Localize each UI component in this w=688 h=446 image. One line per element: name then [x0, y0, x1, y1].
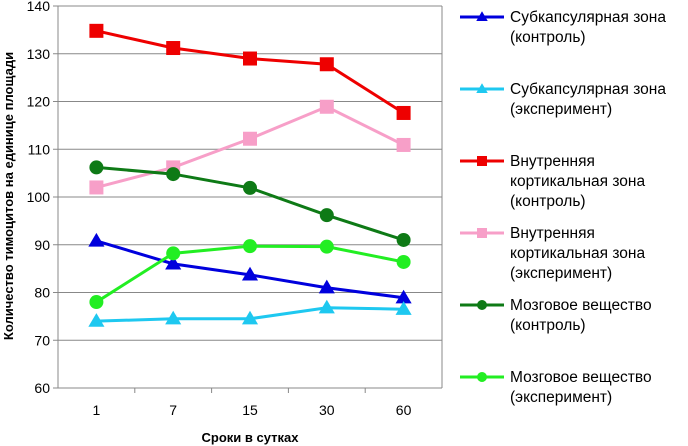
legend-swatch — [460, 11, 504, 22]
data-point-circle — [319, 239, 334, 254]
y-tick-label: 80 — [34, 285, 50, 301]
x-tick-label: 60 — [396, 402, 412, 418]
legend-swatch — [460, 156, 504, 166]
data-point-triangle — [318, 299, 335, 314]
x-tick-label: 1 — [93, 402, 101, 418]
x-tick-label: 7 — [169, 402, 177, 418]
data-point-triangle — [165, 310, 182, 325]
series-3 — [89, 23, 411, 120]
series-1 — [88, 232, 412, 304]
data-point-triangle — [165, 255, 182, 270]
series-line — [96, 165, 405, 242]
data-point-triangle — [88, 232, 105, 247]
legend-item: Субкапсулярная зона (эксперимент) — [458, 80, 666, 120]
series-6 — [89, 239, 411, 310]
data-point-circle — [319, 208, 334, 223]
data-point-triangle — [476, 83, 488, 94]
data-point-circle — [89, 160, 104, 175]
data-point-square — [319, 57, 334, 72]
data-point-circle — [396, 232, 411, 247]
series-2 — [88, 299, 412, 327]
legend-label: Мозговое вещество (эксперимент) — [510, 369, 652, 406]
data-point-circle — [396, 254, 411, 269]
data-point-circle — [243, 180, 257, 195]
axes — [53, 5, 443, 393]
series-line — [96, 29, 405, 115]
data-point-square — [477, 228, 487, 238]
data-point-circle — [243, 239, 257, 254]
data-point-square — [166, 41, 181, 56]
series-group — [88, 23, 412, 327]
data-point-circle — [166, 167, 181, 182]
data-point-triangle — [395, 301, 412, 315]
data-point-square — [319, 99, 334, 114]
series-5 — [89, 160, 411, 247]
y-tick-label: 140 — [27, 0, 51, 14]
data-point-triangle — [241, 266, 259, 281]
data-point-triangle — [318, 279, 335, 294]
data-point-circle — [166, 246, 181, 261]
legend-item: Мозговое вещество (контроль) — [458, 296, 652, 336]
legend-label: Субкапсулярная зона (контроль) — [510, 9, 666, 46]
legend-swatch — [460, 83, 504, 94]
legend-item: Внутренняя кортикальная зона (контроль) — [458, 152, 645, 212]
data-point-square — [89, 23, 104, 38]
y-tick-label: 60 — [34, 380, 50, 396]
y-tick-label: 100 — [27, 189, 51, 205]
y-tick-label: 90 — [34, 237, 50, 253]
legend-item: Внутренняя кортикальная зона (эксперимен… — [458, 224, 645, 284]
data-point-square — [477, 156, 487, 166]
legend-item: Субкапсулярная зона (контроль) — [458, 8, 666, 48]
y-tick-label: 120 — [27, 94, 51, 110]
data-point-circle — [477, 300, 487, 310]
y-axis-title: Количество тимоцитов на единице площади — [1, 52, 16, 340]
data-point-triangle — [395, 289, 412, 304]
x-tick-label: 30 — [319, 402, 335, 418]
data-point-square — [396, 137, 411, 152]
legend-label: Субкапсулярная зона (эксперимент) — [510, 81, 666, 118]
y-tick-label: 130 — [27, 46, 51, 62]
legend-label: Внутренняя кортикальная зона (контроль) — [510, 153, 646, 210]
legend-swatch — [460, 372, 504, 382]
data-point-triangle — [88, 313, 105, 327]
data-point-circle — [477, 372, 487, 382]
data-point-square — [243, 51, 257, 66]
data-point-triangle — [241, 310, 259, 325]
data-point-square — [243, 131, 257, 146]
x-axis-title: Сроки в сутках — [202, 430, 300, 445]
legend-swatch — [460, 228, 504, 238]
data-point-square — [396, 105, 411, 120]
y-tick-label: 70 — [34, 332, 50, 348]
data-point-circle — [89, 295, 104, 310]
legend-swatch — [460, 300, 504, 310]
legend-item: Мозговое вещество (эксперимент) — [458, 368, 652, 408]
data-point-triangle — [476, 11, 488, 22]
series-4 — [89, 99, 411, 195]
y-tick-label: 110 — [28, 141, 51, 157]
x-tick-labels: 1 7 15 30 60 — [93, 402, 412, 418]
data-point-square — [89, 180, 104, 195]
legend-label: Мозговое вещество (контроль) — [510, 297, 652, 334]
legend-label: Внутренняя кортикальная зона (эксперимен… — [510, 225, 646, 282]
x-tick-label: 15 — [242, 402, 258, 418]
y-tick-labels: 60 70 80 90 100 110 120 130 140 — [27, 0, 51, 396]
series-line — [96, 105, 405, 189]
